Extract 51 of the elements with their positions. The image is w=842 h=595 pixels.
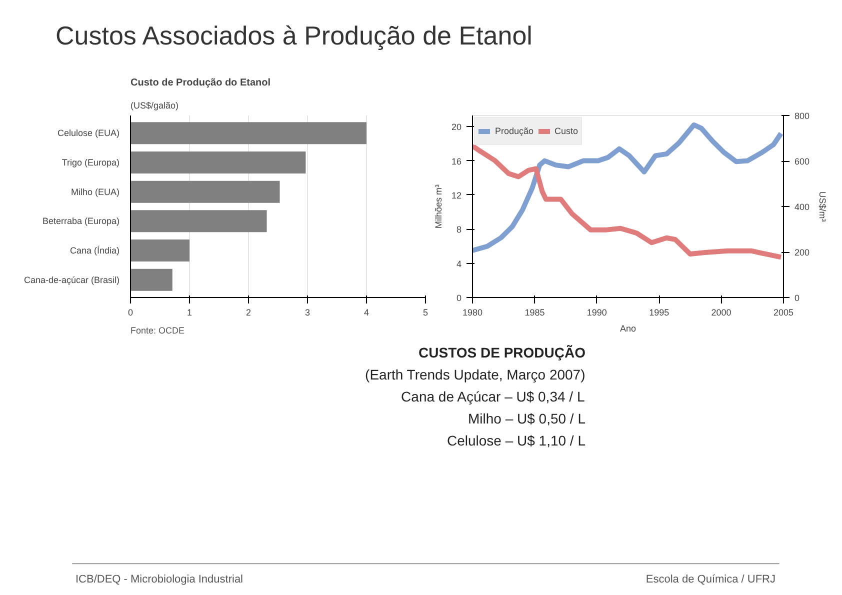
y-tick-label: Beterraba (Europa) (42, 216, 120, 226)
x-axis-title: Ano (620, 324, 636, 334)
x-tick-label: 2005 (773, 308, 794, 318)
x-tick-label: 0 (128, 308, 134, 318)
y-tick-label: 16 (451, 156, 462, 166)
y-tick-label: Cana (Índia) (70, 246, 120, 256)
source-note: Fonte: OCDE (130, 326, 185, 336)
x-tick-label: 1985 (524, 308, 545, 318)
x-tick-label: 1990 (586, 308, 607, 318)
bar (130, 210, 267, 232)
text: CUSTOS DE PRODUÇÃO (418, 344, 586, 360)
text: Custos Associados à Produção de Etanol (56, 20, 532, 50)
y-tick-label: Milho (EUA) (70, 186, 120, 197)
text: (Earth Trends Update, Março 2007) (365, 366, 586, 382)
y-tick-label: Cana-de-açúcar (Brasil) (24, 274, 120, 285)
bar (130, 180, 280, 203)
y-tick-label: Celulose (EUA) (57, 128, 120, 138)
text: Cana de Açúcar – U$ 0,34 / L (401, 388, 585, 404)
y-axis-title: Milhões m³ (433, 184, 444, 229)
x-tick-label: 1980 (462, 308, 483, 318)
text: Escola de Química / UFRJ (646, 574, 776, 586)
bar (130, 268, 172, 291)
x-tick-label: 5 (422, 308, 428, 318)
y2-axis-title: US$/m³ (818, 191, 828, 222)
legend-label: Custo (554, 126, 578, 136)
x-tick-label: 4 (364, 308, 370, 318)
chart-subtitle: (US$/galão) (130, 100, 179, 110)
y-tick-label: 4 (456, 258, 462, 269)
bar (130, 151, 306, 174)
y-tick-label: 12 (451, 190, 462, 200)
y-tick-label: 8 (456, 224, 462, 235)
bar (130, 240, 190, 262)
y2-tick-label: 600 (794, 156, 810, 166)
x-tick-label: 2000 (711, 308, 732, 318)
y2-tick-label: 0 (794, 293, 800, 303)
y-tick-label: 20 (451, 122, 462, 132)
bar (130, 122, 366, 144)
legend-label: Produção (495, 126, 534, 136)
y-tick-label: Trigo (Europa) (62, 157, 120, 168)
x-tick-label: 1995 (649, 308, 670, 318)
y-tick-label: 0 (456, 293, 462, 303)
y2-tick-label: 200 (794, 248, 810, 258)
text: ICB/DEQ - Microbiologia Industrial (76, 574, 244, 586)
y2-tick-label: 400 (794, 202, 810, 212)
x-tick-label: 2 (246, 308, 252, 318)
text: Milho – U$ 0,50 / L (468, 410, 586, 426)
chart-title: Custo de Produção do Etanol (130, 78, 271, 88)
y2-tick-label: 800 (794, 111, 810, 121)
x-tick-label: 3 (304, 308, 310, 318)
x-tick-label: 1 (186, 308, 192, 318)
text: Celulose – U$ 1,10 / L (446, 432, 586, 448)
